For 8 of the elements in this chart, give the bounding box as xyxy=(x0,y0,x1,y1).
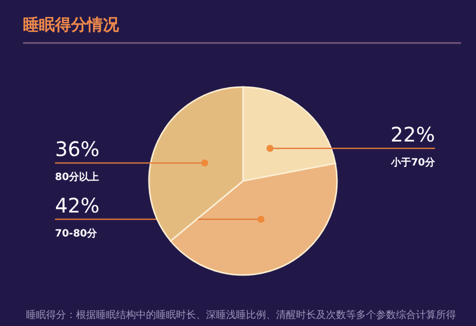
chart-title: 睡眠得分情况 xyxy=(23,15,120,34)
text: 睡眠得分：根据睡眠结构中的睡眠时长、深睡浅睡比例、清醒时长及次数等多个参数综合计算所得 xyxy=(26,309,456,321)
slice-label: 小于70分 xyxy=(390,156,436,168)
slice-label: 70-80分 xyxy=(55,227,98,240)
slice-label: 80分以上 xyxy=(55,170,99,183)
data-label: 42% xyxy=(55,193,100,218)
data-label: 22% xyxy=(390,122,435,146)
data-label: 36% xyxy=(55,136,100,161)
